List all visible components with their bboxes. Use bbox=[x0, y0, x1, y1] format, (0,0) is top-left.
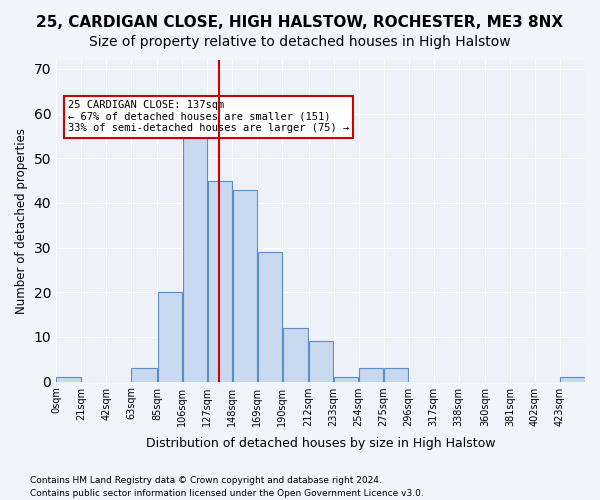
Text: 25 CARDIGAN CLOSE: 137sqm
← 67% of detached houses are smaller (151)
33% of semi: 25 CARDIGAN CLOSE: 137sqm ← 67% of detac… bbox=[68, 100, 349, 134]
Y-axis label: Number of detached properties: Number of detached properties bbox=[15, 128, 28, 314]
Bar bbox=[56, 377, 81, 382]
Text: Contains HM Land Registry data © Crown copyright and database right 2024.: Contains HM Land Registry data © Crown c… bbox=[30, 476, 382, 485]
Text: Contains public sector information licensed under the Open Government Licence v3: Contains public sector information licen… bbox=[30, 488, 424, 498]
Bar bbox=[131, 368, 157, 382]
Bar bbox=[182, 122, 207, 382]
Bar bbox=[158, 292, 182, 382]
Text: 25, CARDIGAN CLOSE, HIGH HALSTOW, ROCHESTER, ME3 8NX: 25, CARDIGAN CLOSE, HIGH HALSTOW, ROCHES… bbox=[37, 15, 563, 30]
Bar bbox=[283, 328, 308, 382]
Bar bbox=[233, 190, 257, 382]
Bar bbox=[309, 342, 334, 382]
Bar bbox=[208, 180, 232, 382]
Bar bbox=[359, 368, 383, 382]
Bar bbox=[334, 377, 358, 382]
Bar bbox=[384, 368, 409, 382]
Text: Size of property relative to detached houses in High Halstow: Size of property relative to detached ho… bbox=[89, 35, 511, 49]
Bar bbox=[257, 252, 282, 382]
Bar bbox=[560, 377, 585, 382]
X-axis label: Distribution of detached houses by size in High Halstow: Distribution of detached houses by size … bbox=[146, 437, 495, 450]
